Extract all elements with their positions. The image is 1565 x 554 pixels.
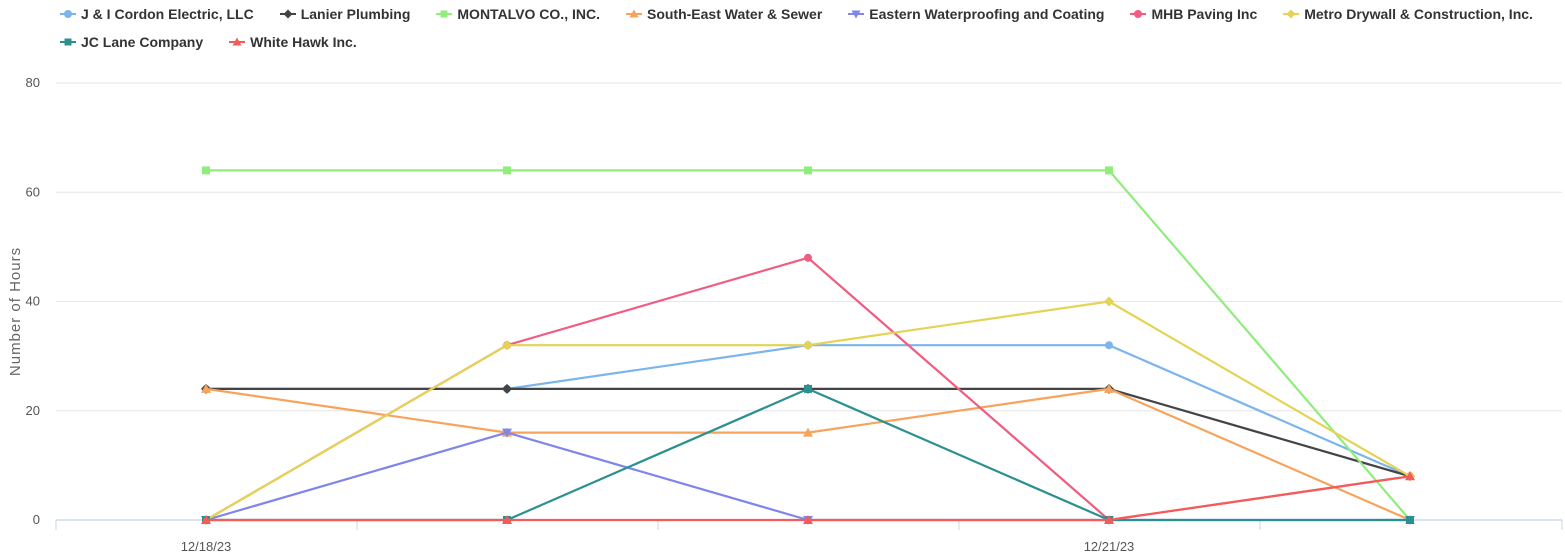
y-tick-label: 40 bbox=[26, 294, 40, 309]
data-point bbox=[502, 515, 512, 524]
legend-label: MONTALVO CO., INC. bbox=[457, 6, 600, 22]
y-tick-label: 0 bbox=[33, 512, 40, 527]
data-point bbox=[502, 383, 512, 394]
data-point bbox=[502, 428, 512, 438]
x-tick-label: 12/21/23 bbox=[1084, 539, 1135, 554]
data-point bbox=[502, 340, 512, 351]
series-line bbox=[204, 475, 1412, 522]
data-point bbox=[804, 384, 812, 393]
legend-symbol-marker bbox=[64, 38, 72, 46]
legend-label: Metro Drywall & Construction, Inc. bbox=[1304, 6, 1533, 22]
data-point bbox=[1104, 383, 1114, 393]
series-line bbox=[204, 387, 1412, 522]
legend-item[interactable]: MONTALVO CO., INC. bbox=[436, 4, 600, 24]
legend-label: MHB Paving Inc bbox=[1151, 6, 1258, 22]
y-tick-label: 60 bbox=[26, 184, 40, 199]
legend-symbol-marker bbox=[232, 37, 242, 46]
legend-item[interactable]: Eastern Waterproofing and Coating bbox=[848, 4, 1104, 24]
data-point bbox=[503, 166, 511, 175]
data-point bbox=[201, 383, 211, 393]
legend-item[interactable]: JC Lane Company bbox=[60, 32, 203, 52]
series-line bbox=[204, 387, 1412, 522]
legend-symbol-marker bbox=[283, 9, 293, 19]
legend-symbol-icon bbox=[436, 10, 453, 18]
data-point bbox=[201, 515, 211, 524]
data-point bbox=[804, 253, 812, 262]
legend-symbol-icon bbox=[848, 10, 865, 19]
legend-label: Eastern Waterproofing and Coating bbox=[869, 6, 1105, 22]
legend-symbol-icon bbox=[60, 38, 76, 46]
y-tick-label: 80 bbox=[26, 75, 40, 90]
data-point bbox=[1405, 471, 1415, 481]
series-9 bbox=[201, 471, 1415, 524]
legend-item[interactable]: Metro Drywall & Construction, Inc. bbox=[1283, 4, 1533, 24]
data-point bbox=[803, 515, 813, 524]
x-tick-label: 12/18/23 bbox=[181, 539, 232, 554]
legend-label: South-East Water & Sewer bbox=[646, 6, 823, 22]
legend-symbol-icon bbox=[229, 37, 246, 46]
legend-symbol-marker bbox=[1286, 9, 1296, 19]
data-point bbox=[1105, 166, 1113, 175]
legend-item[interactable]: MHB Paving Inc bbox=[1130, 4, 1257, 24]
legend-label: Lanier Plumbing bbox=[300, 6, 411, 22]
series-line bbox=[204, 431, 1412, 522]
legend-symbol-marker bbox=[64, 10, 72, 18]
data-point bbox=[804, 166, 812, 175]
legend-item[interactable]: South-East Water & Sewer bbox=[625, 4, 823, 24]
legend-item[interactable]: J & I Cordon Electric, LLC bbox=[60, 4, 254, 24]
legend-symbol-marker bbox=[440, 10, 448, 18]
legend-symbol-icon bbox=[279, 9, 296, 19]
legend-symbol-icon bbox=[60, 10, 76, 18]
data-point bbox=[803, 340, 813, 351]
data-point bbox=[1104, 515, 1114, 524]
legend-item[interactable]: White Hawk Inc. bbox=[229, 32, 357, 52]
data-point bbox=[1104, 296, 1114, 307]
legend-symbol-icon bbox=[625, 9, 642, 18]
y-tick-label: 20 bbox=[26, 403, 40, 418]
y-axis-title: Number of Hours bbox=[7, 247, 24, 376]
legend-label: JC Lane Company bbox=[81, 34, 204, 50]
legend-symbol-marker bbox=[629, 9, 639, 18]
data-point bbox=[202, 166, 210, 175]
legend-symbol-icon bbox=[1130, 10, 1147, 18]
data-point bbox=[1406, 516, 1414, 524]
legend-symbol-marker bbox=[851, 10, 861, 19]
data-point bbox=[1105, 341, 1113, 350]
legend: J & I Cordon Electric, LLC Lanier Plumbin… bbox=[60, 4, 1540, 52]
grid-lines bbox=[55, 82, 1563, 530]
legend-item[interactable]: Lanier Plumbing bbox=[279, 4, 411, 24]
legend-symbol-icon bbox=[1283, 9, 1300, 19]
legend-label: J & I Cordon Electric, LLC bbox=[81, 6, 254, 22]
legend-label: White Hawk Inc. bbox=[250, 34, 357, 50]
legend-symbol-marker bbox=[1134, 10, 1143, 18]
data-point bbox=[803, 427, 813, 437]
